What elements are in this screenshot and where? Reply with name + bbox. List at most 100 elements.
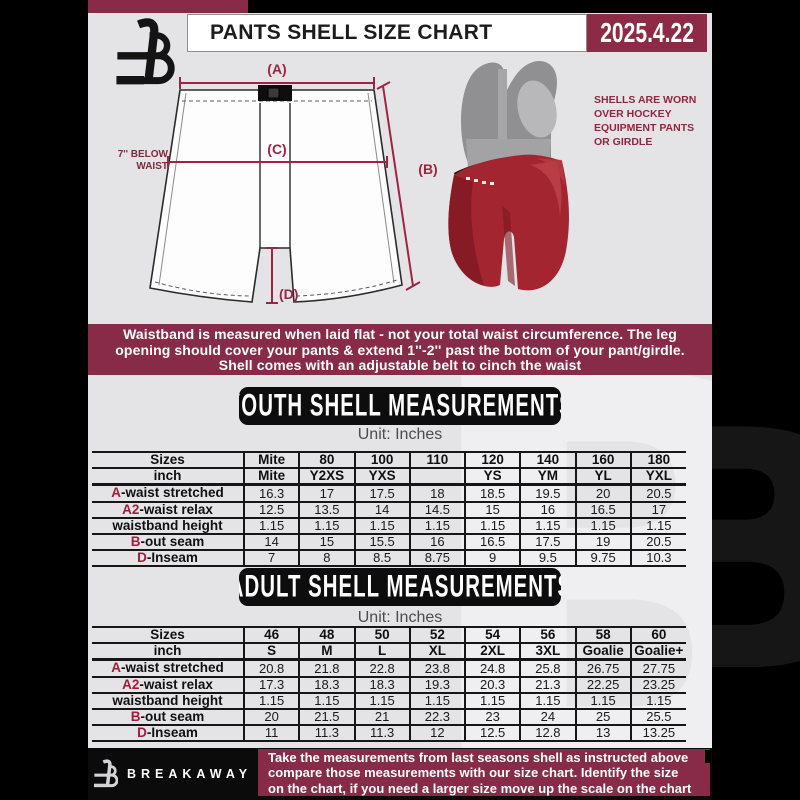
brand-name: BREAKAWAY [126, 767, 253, 781]
value-cell: 23.8 [408, 658, 465, 677]
page-title: PANTS SHELL SIZE CHART [187, 14, 587, 52]
value-cell: 22.3 [408, 707, 465, 726]
value-cell: 19.5 [519, 483, 576, 502]
row-label: inch [92, 642, 244, 662]
value-cell: 21.3 [519, 675, 576, 693]
row-label: A2-waist relax [92, 675, 244, 693]
footer-note-line: compare those measurements with our size… [268, 765, 679, 781]
size-header-cell: 160 [574, 450, 631, 469]
adult-size-table: Sizes 46 48 50 52 54 56 58 60 inch S M L XL 2XL 3XL Goal… [92, 625, 686, 743]
value-cell: 8.5 [353, 549, 410, 568]
value-cell: 12.5 [463, 724, 521, 743]
size-header-cell: 180 [629, 450, 686, 469]
value-cell: 20.3 [463, 675, 521, 693]
footer-notch [705, 750, 711, 763]
value-cell: 21 [353, 707, 410, 726]
value-cell: 14 [242, 532, 300, 551]
value-cell: 13 [574, 724, 631, 743]
row-label: inch [92, 467, 244, 487]
value-cell: 15 [298, 532, 355, 551]
value-cell: 9 [463, 549, 521, 568]
page-title-text: PANTS SHELL SIZE CHART [210, 21, 493, 44]
value-cell: 24 [519, 707, 576, 726]
value-cell: 19 [574, 532, 631, 551]
value-cell: 1.15 [463, 691, 521, 709]
row-label: B-out seam [92, 532, 244, 551]
value-cell: 18.5 [463, 483, 521, 502]
size-header-cell: Y2XS [298, 467, 355, 487]
value-cell: 25 [574, 707, 631, 726]
value-cell: 17.3 [242, 675, 300, 693]
value-cell: 15 [463, 500, 521, 518]
size-header-cell: YM [519, 467, 576, 487]
breakaway-logo-icon [116, 18, 175, 85]
value-cell: 9.5 [519, 549, 576, 568]
value-cell: 18.3 [353, 675, 410, 693]
accent-letter: D [137, 550, 147, 566]
value-cell: 20.5 [629, 532, 686, 551]
footer-note-line: Take the measurements from last seasons … [268, 750, 689, 765]
value-cell: 11 [242, 724, 300, 743]
value-cell: 1.15 [298, 516, 355, 534]
adult-unit-label: Unit: Inches [357, 609, 443, 626]
youth-section-title-text: YOUTH SHELL MEASUREMENTS [239, 388, 561, 423]
value-cell: 1.15 [519, 691, 576, 709]
value-cell: 17.5 [353, 483, 410, 502]
header-row: inch Mite Y2XS YXS YS YM YL YXL [92, 467, 686, 487]
info-banner-line: Shell comes with an adjustable belt to c… [218, 357, 582, 374]
info-banner: Waistband is measured when laid flat - n… [88, 324, 712, 375]
row-label: A2-waist relax [92, 500, 244, 518]
value-cell: 17.5 [519, 532, 576, 551]
value-cell: 7 [242, 549, 300, 568]
row-label: B-out seam [92, 707, 244, 726]
accent-letter: A2 [122, 676, 140, 692]
size-header-cell: Goalie [574, 642, 631, 662]
footer: BREAKAWAY Take the measurements from las… [88, 748, 712, 800]
waist-note: 7'' BELOW WAIST [117, 149, 168, 172]
value-cell: 1.15 [574, 516, 631, 534]
value-cell: 26.75 [574, 658, 631, 677]
youth-unit-label: Unit: Inches [357, 426, 443, 443]
size-header-cell: 80 [298, 450, 355, 469]
row-label: D-Inseam [92, 724, 244, 743]
value-cell: 20 [574, 483, 631, 502]
size-header-cell: XL [408, 642, 465, 662]
value-cell: 22.25 [574, 675, 631, 693]
value-cell: 16.3 [242, 483, 300, 502]
value-cell: 16 [519, 500, 576, 518]
value-cell: 24.8 [463, 658, 521, 677]
top-accent-bar [88, 0, 248, 13]
value-cell: 21.5 [298, 707, 355, 726]
photo-note: SHELLS ARE WORN OVER HOCKEY EQUIPMENT PA… [594, 94, 697, 148]
value-cell: 1.15 [408, 691, 465, 709]
size-header-cell: YXL [629, 467, 686, 487]
value-cell: 16.5 [463, 532, 521, 551]
value-cell: 11.3 [353, 724, 410, 743]
size-header-cell: YXS [353, 467, 410, 487]
accent-letter: A [111, 660, 121, 676]
youth-measurements-table: Sizes Mite 80 100 110 120 140 160 180 inch Mite Y2X… [92, 450, 686, 568]
value-cell: 12.5 [242, 500, 300, 518]
value-cell: 8 [298, 549, 355, 568]
value-cell: 18 [408, 483, 465, 502]
table-row: A2-waist relax 12.5 13.5 14 14.5 15 16 16.5 17 [92, 500, 686, 518]
value-cell: 25.5 [629, 707, 686, 726]
row-label: Sizes [92, 625, 244, 644]
value-cell: 13.5 [298, 500, 355, 518]
size-header-cell: 110 [408, 450, 465, 469]
value-cell: 12.8 [519, 724, 576, 743]
value-cell: 18.3 [298, 675, 355, 693]
value-cell: 25.8 [519, 658, 576, 677]
dimension-label-a: (A) [267, 61, 286, 77]
value-cell: 13.25 [629, 724, 686, 743]
value-cell: 16.5 [574, 500, 631, 518]
info-banner-line: opening should cover your pants & extend… [115, 341, 685, 358]
dimension-label-c: (C) [267, 141, 286, 157]
value-cell: 20 [242, 707, 300, 726]
value-cell: 1.15 [353, 516, 410, 534]
value-cell: 9.75 [574, 549, 631, 568]
size-header-cell: 140 [519, 450, 576, 469]
table-row: B-out seam 20 21.5 21 22.3 23 24 25 25.5 [92, 707, 686, 726]
value-cell: 19.3 [408, 675, 465, 693]
value-cell: 1.15 [353, 691, 410, 709]
